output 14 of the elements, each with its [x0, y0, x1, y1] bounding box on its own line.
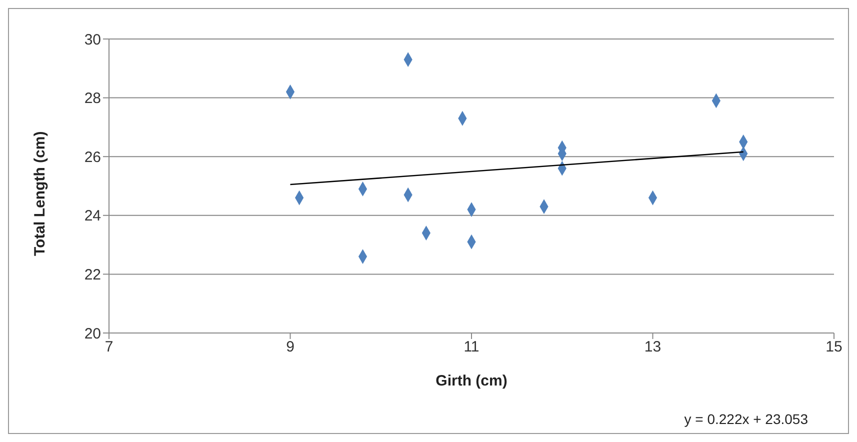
x-axis-title: Girth (cm)	[436, 372, 508, 390]
y-axis-title: Total Length (cm)	[31, 131, 48, 256]
y-tick-label: 26	[84, 148, 101, 166]
y-tick-label: 28	[84, 90, 101, 108]
text: y = 0.222x + 23.053	[684, 411, 808, 427]
y-tick-label: 20	[84, 325, 101, 342]
x-tick-label: 11	[464, 338, 480, 356]
y-tick-label: 30	[84, 31, 101, 48]
y-tick-label: 22	[84, 266, 101, 284]
x-tick-label: 15	[826, 338, 842, 356]
x-tick-label: 7	[104, 338, 114, 356]
x-tick-label: 13	[644, 338, 662, 356]
x-tick-label: 9	[286, 338, 294, 356]
y-tick-label: 24	[84, 208, 101, 225]
